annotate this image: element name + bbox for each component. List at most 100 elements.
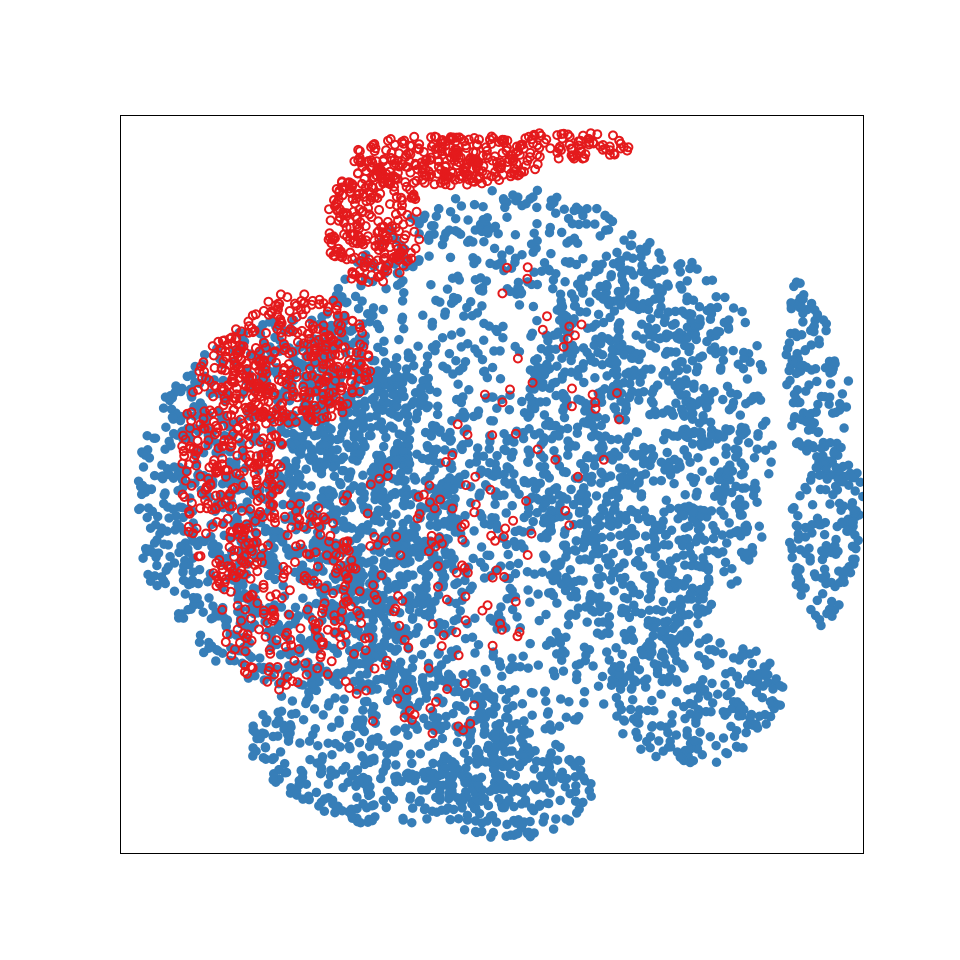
blue-scatter-point: [398, 275, 408, 286]
blue-scatter-point: [416, 649, 427, 660]
blue-scatter-point: [476, 542, 487, 552]
blue-scatter-point: [604, 611, 615, 622]
blue-scatter-point: [659, 539, 669, 550]
blue-scatter-point: [316, 468, 327, 479]
blue-scatter-point: [425, 606, 435, 617]
blue-scatter-point: [800, 583, 810, 593]
blue-scatter-point: [593, 681, 604, 691]
blue-scatter-point: [821, 540, 832, 551]
blue-scatter-point: [419, 392, 429, 403]
blue-scatter-point: [357, 751, 367, 761]
blue-scatter-point: [340, 521, 351, 532]
blue-scatter-point: [795, 397, 805, 408]
blue-scatter-point: [578, 253, 588, 264]
blue-scatter-point: [629, 483, 640, 493]
blue-scatter-point: [508, 190, 518, 200]
blue-scatter-point: [635, 244, 645, 255]
blue-scatter-point: [786, 303, 797, 314]
blue-scatter-point: [767, 440, 777, 451]
blue-scatter-point: [396, 776, 407, 787]
blue-scatter-point: [605, 558, 615, 569]
blue-scatter-point: [814, 335, 824, 345]
blue-scatter-point: [500, 445, 511, 456]
blue-scatter-point: [407, 374, 418, 385]
blue-scatter-point: [631, 727, 641, 738]
blue-scatter-point: [855, 477, 864, 487]
blue-scatter-point: [337, 805, 347, 816]
blue-scatter-point: [682, 573, 693, 584]
blue-scatter-point: [695, 584, 706, 595]
blue-scatter-point: [405, 425, 415, 436]
scatter-points: [133, 128, 864, 842]
blue-scatter-point: [604, 655, 615, 665]
blue-scatter-point: [518, 433, 529, 444]
blue-scatter-point: [739, 462, 750, 472]
blue-scatter-point: [743, 438, 754, 448]
blue-scatter-point: [415, 748, 426, 759]
blue-scatter-point: [505, 560, 515, 571]
blue-scatter-point: [716, 506, 726, 516]
blue-scatter-point: [592, 203, 602, 214]
blue-scatter-point: [486, 832, 496, 842]
blue-scatter-point: [579, 377, 589, 388]
blue-scatter-point: [580, 418, 591, 428]
blue-scatter-point: [542, 798, 553, 808]
blue-scatter-point: [694, 302, 705, 312]
blue-scatter-point: [315, 768, 326, 779]
blue-scatter-point: [406, 674, 417, 685]
blue-scatter-point: [309, 430, 320, 441]
blue-scatter-point: [408, 396, 419, 407]
blue-scatter-point: [545, 770, 555, 781]
blue-scatter-point: [595, 606, 605, 617]
blue-scatter-point: [474, 808, 485, 819]
blue-scatter-point: [710, 526, 721, 536]
blue-scatter-point: [682, 730, 692, 740]
blue-scatter-point: [526, 331, 536, 342]
blue-scatter-point: [418, 310, 428, 321]
blue-scatter-point: [601, 251, 612, 262]
blue-scatter-point: [515, 661, 526, 672]
blue-scatter-point: [764, 469, 774, 479]
blue-scatter-point: [441, 550, 451, 560]
blue-scatter-point: [784, 338, 795, 348]
blue-scatter-point: [695, 352, 705, 363]
blue-scatter-point: [484, 444, 495, 454]
blue-scatter-point: [622, 251, 632, 261]
blue-scatter-point: [274, 764, 284, 775]
blue-scatter-point: [417, 785, 427, 795]
blue-scatter-point: [678, 534, 689, 545]
blue-scatter-point: [385, 421, 396, 431]
blue-scatter-point: [379, 336, 389, 346]
blue-scatter-point: [469, 526, 479, 536]
blue-scatter-point: [795, 491, 805, 501]
blue-scatter-point: [595, 231, 605, 241]
blue-scatter-point: [346, 769, 357, 779]
blue-scatter-point: [500, 477, 510, 487]
blue-scatter-point: [671, 398, 681, 408]
blue-scatter-point: [532, 236, 542, 246]
blue-scatter-point: [684, 744, 695, 754]
blue-scatter-point: [345, 744, 355, 754]
blue-scatter-point: [452, 792, 462, 803]
blue-scatter-point: [539, 257, 550, 268]
blue-scatter-point: [858, 491, 864, 502]
blue-scatter-point: [318, 710, 328, 720]
blue-scatter-point: [417, 591, 428, 602]
blue-scatter-point: [807, 500, 818, 510]
blue-scatter-point: [630, 658, 641, 669]
blue-scatter-point: [523, 742, 533, 753]
blue-scatter-point: [397, 315, 407, 325]
blue-scatter-point: [456, 327, 466, 337]
blue-scatter-point: [631, 427, 642, 437]
blue-scatter-point: [301, 698, 311, 709]
blue-scatter-point: [479, 683, 489, 693]
blue-scatter-point: [528, 301, 539, 312]
blue-scatter-point: [631, 330, 641, 341]
blue-scatter-point: [605, 312, 615, 323]
blue-scatter-point: [513, 558, 524, 569]
blue-scatter-point: [659, 265, 669, 275]
blue-scatter-point: [429, 465, 439, 475]
blue-scatter-point: [529, 828, 539, 838]
blue-scatter-point: [596, 467, 606, 477]
